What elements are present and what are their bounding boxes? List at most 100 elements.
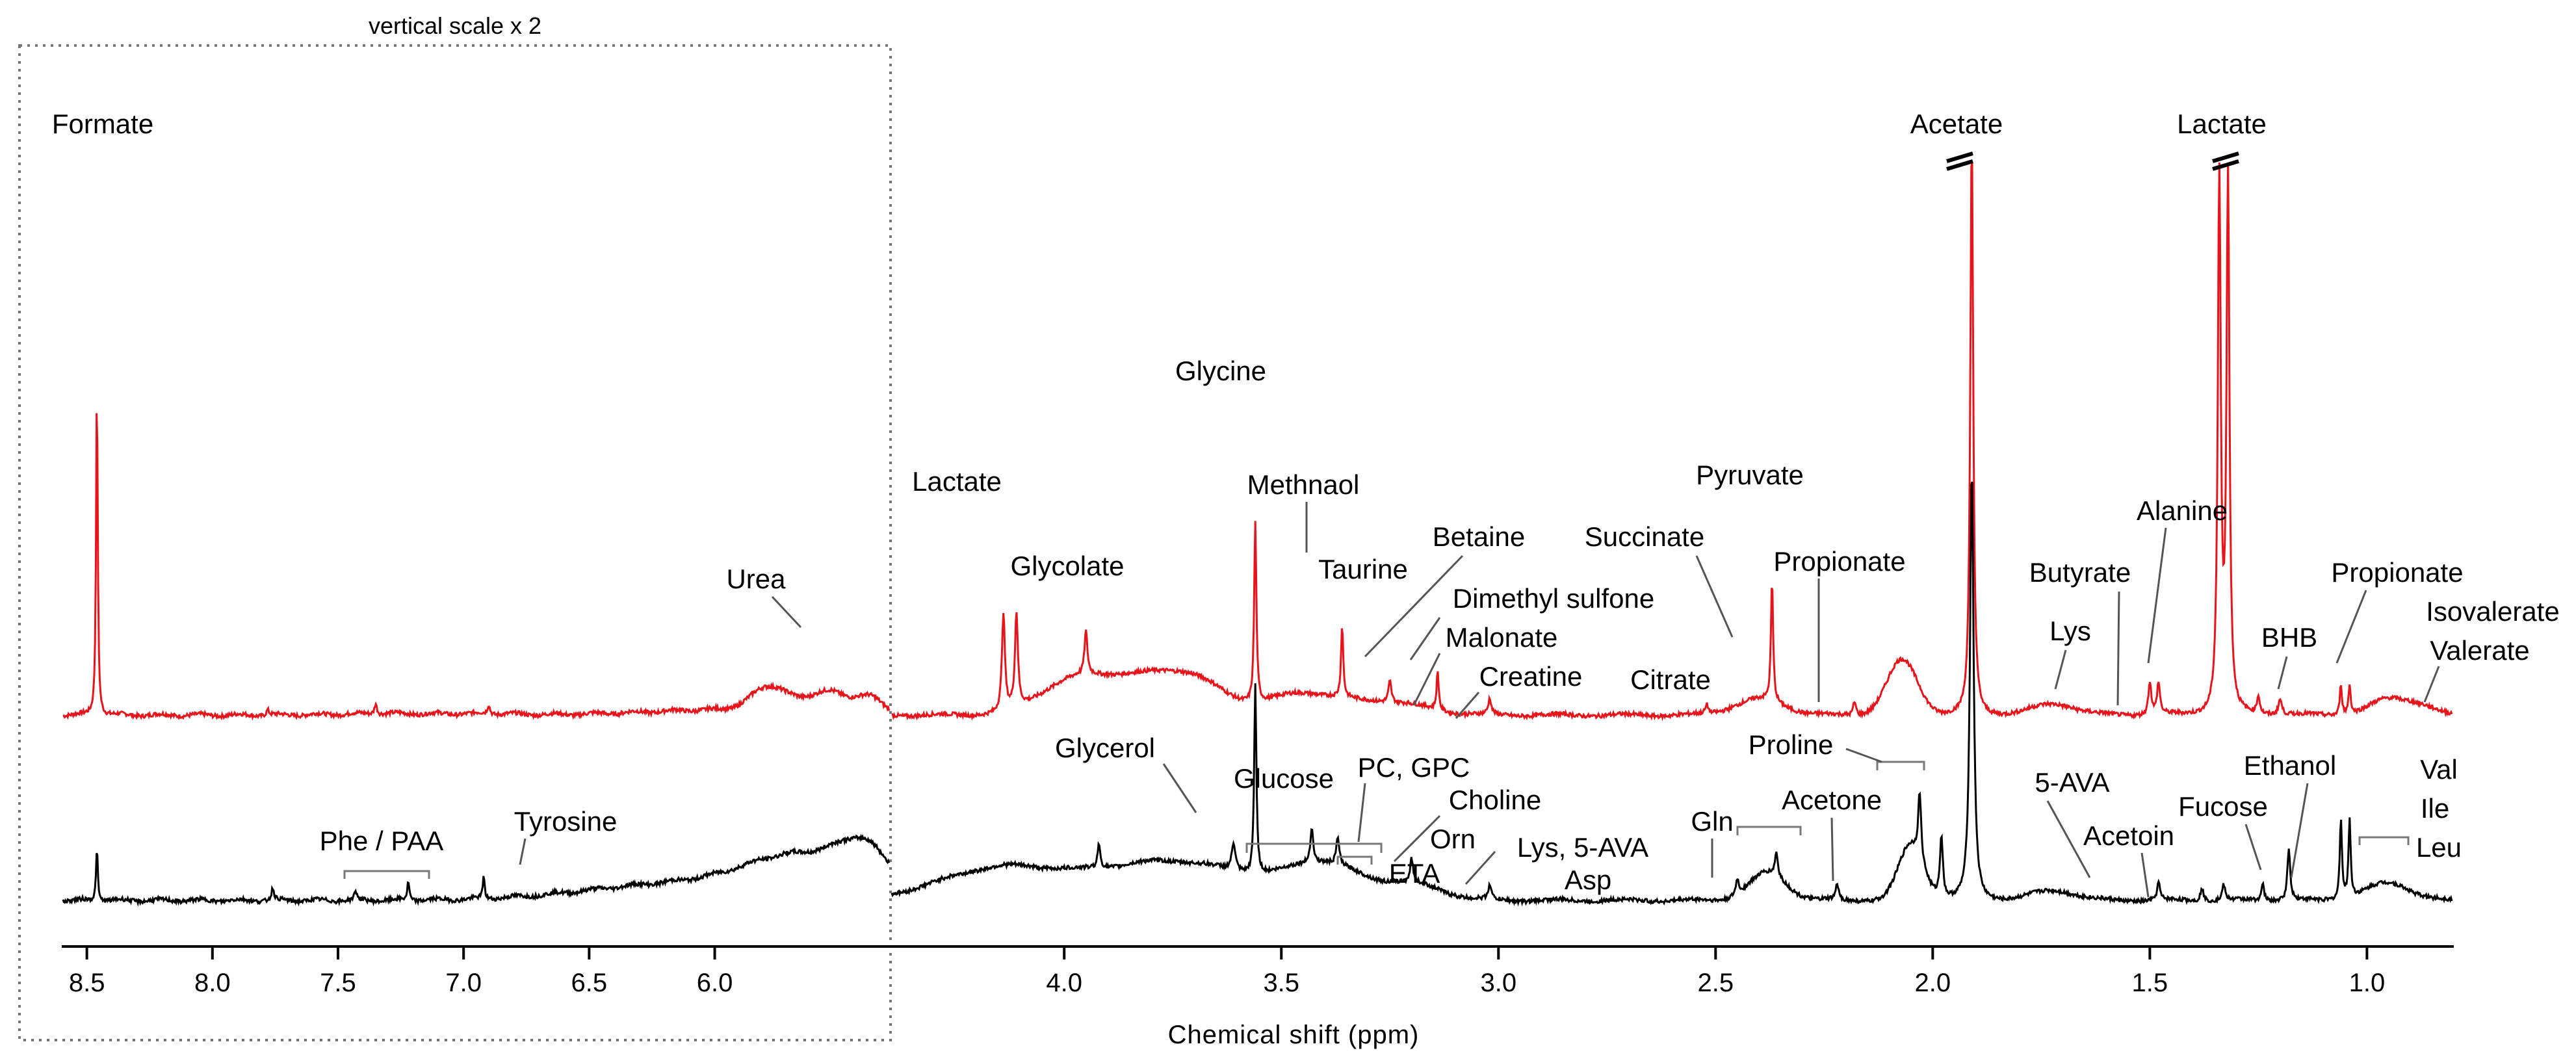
lactate-break-mark-1	[2212, 151, 2239, 163]
label-eta: ETA	[1389, 858, 1440, 889]
label-choline: Choline	[1449, 785, 1541, 815]
x-tick-label: 6.5	[571, 969, 608, 997]
label-ethanol: Ethanol	[2244, 750, 2336, 781]
label-asp: Asp	[1565, 865, 1611, 895]
label-lactate-upper-left: Lactate	[912, 466, 1002, 497]
bracket-val-ile-leu	[2358, 836, 2410, 845]
x-axis: 8.5 8.0 7.5 7.0 6.5 6.0 4.0 3.5 3.0 2.5 2.0 1.5 1.0 …	[62, 945, 2454, 1049]
leader-bhb	[2277, 656, 2288, 690]
label-leu: Leu	[2416, 832, 2462, 863]
label-ile: Ile	[2421, 793, 2449, 824]
label-glycerol: Glycerol	[1055, 733, 1155, 763]
x-axis-title: Chemical shift (ppm)	[1168, 1021, 1420, 1049]
leader-lys-upper	[2054, 649, 2067, 690]
label-tyrosine: Tyrosine	[514, 806, 618, 837]
leader-butyrate	[2116, 591, 2120, 706]
label-glycolate: Glycolate	[1010, 551, 1124, 581]
upper-annotations: Formate Urea Lactate Glycolate Glycine M…	[52, 109, 2560, 719]
label-citrate: Citrate	[1630, 664, 1711, 695]
label-propionate-upper-right: Propionate	[2331, 557, 2463, 588]
acetate-break-mark-1	[1946, 151, 1973, 163]
bracket-pc-gpc	[1336, 855, 1373, 865]
label-gln: Gln	[1691, 806, 1733, 837]
x-tick-label: 2.5	[1698, 969, 1734, 997]
label-lys-5-ava: Lys, 5-AVA	[1517, 832, 1648, 863]
label-acetate: Acetate	[1910, 109, 2003, 139]
label-methanol: Methnaol	[1247, 469, 1360, 500]
label-propionate-upper-center: Propionate	[1773, 546, 1905, 577]
leader-betaine	[1364, 555, 1464, 658]
label-urea: Urea	[726, 564, 786, 594]
leader-valerate	[2423, 666, 2440, 703]
x-tick-label: 8.5	[69, 969, 105, 997]
label-5-ava: 5-AVA	[2035, 767, 2109, 798]
leader-dimethyl-sulfone	[1409, 617, 1441, 660]
x-tick-label: 2.0	[1915, 969, 1951, 997]
label-dimethyl-sulfone: Dimethyl sulfone	[1453, 583, 1654, 614]
label-lys-upper: Lys	[2049, 616, 2091, 646]
bracket-proline	[1876, 761, 1925, 770]
x-tick-label: 7.0	[445, 969, 482, 997]
label-acetone: Acetone	[1782, 785, 1882, 815]
leader-5-ava	[2046, 800, 2091, 878]
upper-spectrum-trace-right	[891, 162, 2453, 722]
label-proline: Proline	[1749, 729, 1834, 760]
upper-red-spectrum	[62, 162, 2453, 722]
label-pc-gpc: PC, GPC	[1358, 752, 1470, 783]
leader-urea	[771, 595, 802, 629]
label-isovalerate: Isovalerate	[2426, 596, 2559, 627]
label-betaine: Betaine	[1433, 521, 1525, 552]
x-tick-label: 7.5	[320, 969, 356, 997]
bracket-phe-paa	[343, 870, 430, 879]
bracket-acetone	[1736, 826, 1802, 835]
leader-pc-gpc	[1357, 783, 1366, 842]
label-glycine: Glycine	[1175, 356, 1266, 386]
label-valerate: Valerate	[2430, 635, 2529, 666]
leader-succinate	[1695, 555, 1734, 638]
label-glucose: Glucose	[1234, 763, 1334, 794]
x-tick-label: 4.0	[1046, 969, 1082, 997]
x-tick-label: 3.5	[1263, 969, 1299, 997]
label-alanine: Alanine	[2137, 495, 2228, 526]
inset-scale-note: vertical scale x 2	[369, 12, 541, 39]
label-phe-paa: Phe / PAA	[320, 826, 444, 856]
lower-spectrum-trace-left	[62, 833, 891, 907]
leader-proline	[1845, 748, 1882, 763]
label-succinate: Succinate	[1585, 521, 1704, 552]
x-axis-ticks: 8.5 8.0 7.5 7.0 6.5 6.0 4.0 3.5 3.0 2.5 2.0 1.5 1.0	[69, 946, 2385, 997]
lower-spectrum-trace-right	[891, 481, 2453, 907]
lactate-break-mark-2	[2212, 159, 2239, 171]
lower-black-spectrum	[62, 481, 2453, 907]
x-tick-label: 6.0	[697, 969, 733, 997]
label-taurine: Taurine	[1318, 554, 1408, 584]
leader-choline	[1393, 815, 1441, 863]
leader-ethanol	[2290, 783, 2309, 878]
acetate-break-mark-2	[1946, 159, 1973, 171]
x-tick-label: 1.5	[2132, 969, 2168, 997]
label-val: Val	[2420, 754, 2458, 785]
leader-propionate-right	[2335, 590, 2367, 664]
leader-alanine	[2147, 527, 2167, 664]
label-pyruvate: Pyruvate	[1696, 460, 1804, 490]
leader-acetoin	[2140, 852, 2150, 898]
upper-spectrum-trace-left	[62, 413, 891, 721]
label-creatine: Creatine	[1479, 661, 1583, 692]
bracket-glucose	[1245, 842, 1383, 853]
label-fucose: Fucose	[2178, 791, 2268, 822]
truncation-marks	[1946, 151, 2239, 171]
leader-acetone	[1830, 817, 1834, 881]
leader-malonate	[1412, 653, 1441, 706]
label-formate: Formate	[52, 109, 153, 139]
x-tick-label: 1.0	[2349, 969, 2386, 997]
vertical-scale-inset-box	[18, 44, 892, 1041]
leader-lys-5-ava	[1464, 850, 1496, 885]
label-bhb: BHB	[2261, 622, 2317, 653]
label-butyrate: Butyrate	[2029, 557, 2131, 588]
leader-glycerol	[1162, 763, 1197, 813]
x-tick-label: 3.0	[1480, 969, 1516, 997]
x-tick-label: 8.0	[194, 969, 231, 997]
leader-creatine	[1455, 692, 1480, 719]
lower-annotations: Phe / PAA Tyrosine Glycerol Glucose PC, …	[320, 729, 2462, 898]
leader-tyrosine	[519, 838, 527, 865]
